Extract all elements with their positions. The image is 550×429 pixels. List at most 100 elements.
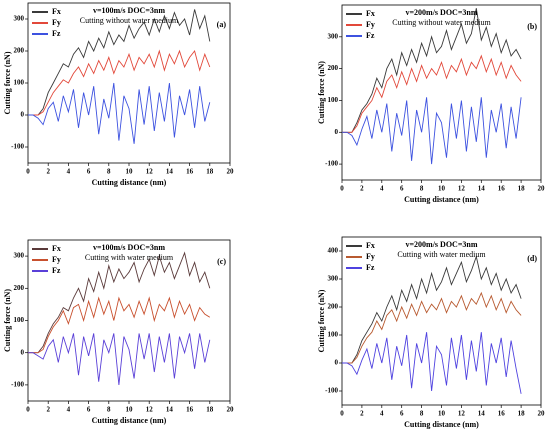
x-tick-label: 0 — [26, 168, 30, 176]
panel-label: (b) — [527, 22, 537, 31]
x-tick-label: 2 — [46, 168, 50, 176]
x-tick-label: 20 — [538, 185, 546, 193]
x-tick-label: 16 — [498, 410, 506, 418]
panel: 0 2 4 6 8 10 12 14 16 18 20 -100 0 100 200 300 Cutting d… — [317, 4, 546, 204]
x-tick-label: 14 — [478, 185, 486, 193]
x-tick-label: 0 — [340, 185, 344, 193]
x-tick-label: 12 — [146, 168, 154, 176]
x-tick-label: 2 — [46, 406, 50, 414]
y-tick-label: 300 — [14, 15, 25, 23]
force-line — [28, 82, 211, 144]
x-tick-label: 4 — [380, 185, 384, 193]
y-tick-label: -100 — [325, 387, 338, 395]
legend-label: Fy — [366, 252, 375, 261]
y-tick-label: 200 — [14, 284, 25, 292]
x-tick-label: 8 — [420, 185, 424, 193]
force-line — [28, 333, 211, 385]
x-tick-label: 6 — [87, 168, 91, 176]
y-tick-label: 300 — [328, 275, 339, 283]
force-line — [342, 8, 522, 133]
y-tick-label: 100 — [14, 316, 25, 324]
x-tick-label: 12 — [458, 410, 466, 418]
x-axis-label: Cutting distance (nm) — [92, 416, 167, 425]
chart-title: v=100m/s DOC=3nm — [93, 243, 165, 252]
y-tick-label: -100 — [11, 381, 24, 389]
chart-title: v=200m/s DOC=3nm — [405, 240, 477, 249]
y-tick-label: -100 — [11, 143, 24, 151]
x-tick-label: 10 — [126, 168, 134, 176]
x-tick-label: 4 — [380, 410, 384, 418]
x-tick-label: 2 — [360, 185, 364, 193]
y-tick-label: 100 — [328, 331, 339, 339]
legend-label: Fz — [366, 263, 375, 272]
x-tick-label: 8 — [107, 168, 111, 176]
legend-label: Fx — [52, 244, 61, 253]
y-axis-label: Cutting force (nN) — [317, 61, 326, 124]
x-tick-label: 0 — [340, 410, 344, 418]
x-tick-label: 16 — [186, 406, 194, 414]
chart-subtitle: Cutting with water medium — [85, 253, 174, 262]
x-tick-label: 18 — [206, 406, 214, 414]
x-tick-label: 6 — [400, 410, 404, 418]
x-tick-label: 14 — [478, 410, 486, 418]
x-tick-label: 18 — [206, 168, 214, 176]
force-line — [342, 254, 522, 364]
force-line — [342, 54, 522, 133]
x-tick-label: 16 — [186, 168, 194, 176]
x-tick-label: 2 — [360, 410, 364, 418]
x-tick-label: 0 — [26, 406, 30, 414]
x-tick-label: 20 — [227, 406, 235, 414]
x-tick-label: 16 — [498, 185, 506, 193]
x-tick-label: 14 — [166, 168, 174, 176]
x-tick-label: 4 — [67, 168, 71, 176]
panel-label: (d) — [527, 254, 537, 263]
x-axis-label: Cutting distance (nm) — [404, 195, 479, 204]
legend-label: Fx — [366, 241, 375, 250]
x-tick-label: 8 — [420, 410, 424, 418]
x-tick-label: 6 — [400, 185, 404, 193]
y-tick-label: 400 — [328, 247, 339, 255]
legend-label: Fx — [366, 9, 375, 18]
legend-label: Fy — [366, 20, 375, 29]
y-axis-label: Cutting force (nN) — [3, 289, 12, 352]
legend-label: Fz — [366, 31, 375, 40]
force-line — [342, 291, 522, 364]
force-line — [28, 9, 211, 116]
x-tick-label: 18 — [518, 410, 526, 418]
chart-title: v=100m/s DOC=3nm — [93, 6, 165, 15]
x-tick-label: 10 — [126, 406, 134, 414]
x-tick-label: 4 — [67, 406, 71, 414]
x-tick-label: 20 — [227, 168, 235, 176]
x-tick-label: 12 — [458, 185, 466, 193]
force-line — [342, 97, 522, 165]
legend-label: Fx — [52, 7, 61, 16]
panel: 0 2 4 6 8 10 12 14 16 18 20 -100 0 100 200 300 400 Cuttin… — [317, 236, 545, 429]
x-tick-label: 12 — [146, 406, 154, 414]
y-tick-label: -100 — [325, 160, 338, 168]
panel-label: (a) — [217, 20, 227, 29]
y-axis-label: Cutting force (nN) — [317, 289, 326, 352]
y-tick-label: 0 — [21, 348, 25, 356]
y-axis-label: Cutting force (nN) — [3, 51, 12, 114]
x-tick-label: 6 — [87, 406, 91, 414]
x-axis-label: Cutting distance (nm) — [404, 420, 479, 429]
legend-label: Fz — [52, 266, 61, 275]
x-tick-label: 10 — [438, 185, 446, 193]
legend-label: Fy — [52, 18, 61, 27]
y-tick-label: 0 — [335, 128, 339, 136]
panel: 0 2 4 6 8 10 12 14 16 18 20 -100 0 100 200 300 Cutting d… — [3, 2, 235, 187]
force-line — [342, 332, 522, 394]
y-tick-label: 100 — [328, 96, 339, 104]
y-tick-label: 200 — [328, 303, 339, 311]
x-axis-label: Cutting distance (nm) — [92, 178, 167, 187]
y-tick-label: 100 — [14, 79, 25, 87]
y-tick-label: 200 — [14, 47, 25, 55]
legend-label: Fy — [52, 255, 61, 264]
force-line — [28, 49, 211, 116]
chart-subtitle: Cutting without water medium — [80, 16, 179, 25]
y-tick-label: 0 — [335, 359, 339, 367]
y-tick-label: 300 — [328, 32, 339, 40]
force-line — [28, 251, 211, 354]
y-tick-label: 0 — [21, 111, 25, 119]
